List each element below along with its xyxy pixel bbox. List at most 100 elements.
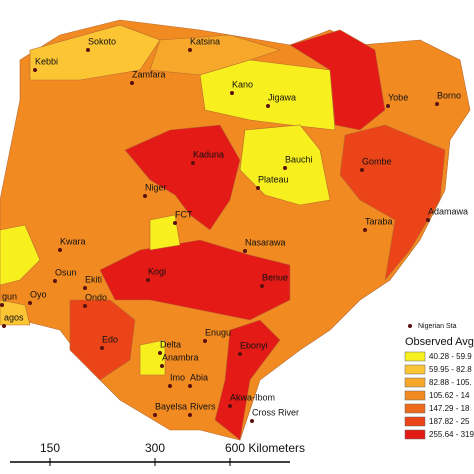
state-label: Gombe	[362, 156, 392, 166]
state-point	[86, 48, 90, 52]
state-point	[160, 364, 164, 368]
state-point	[256, 186, 260, 190]
state-label: Jigawa	[268, 92, 296, 102]
legend-label: 187.82 - 25	[429, 417, 470, 426]
legend-label: 255.64 - 319	[429, 430, 474, 439]
legend-swatch	[404, 377, 426, 388]
state-point	[188, 48, 192, 52]
state-point	[283, 166, 287, 170]
state-point	[363, 228, 367, 232]
state-point	[250, 419, 254, 423]
state-label: Akwa-Ibom	[230, 392, 275, 402]
state-point	[58, 248, 62, 252]
region	[339, 124, 446, 282]
legend-label: 82.88 - 105.	[429, 378, 472, 387]
state-point	[386, 104, 390, 108]
state-point	[0, 303, 4, 307]
state-label: Benue	[262, 272, 288, 282]
state-label: Delta	[160, 339, 181, 349]
state-label: Bauchi	[285, 154, 313, 164]
state-label: Zamfara	[132, 69, 166, 79]
state-label: Oyo	[30, 289, 47, 299]
state-label: Bayelsa	[155, 401, 187, 411]
state-label: Kano	[232, 79, 253, 89]
state-point	[153, 413, 157, 417]
state-point	[243, 249, 247, 253]
state-label: Ekiti	[85, 274, 102, 284]
state-label: Sokoto	[88, 36, 116, 46]
legend-box	[395, 318, 474, 436]
state-label: Ebonyi	[240, 340, 268, 350]
legend: Nigerian Sta Observed Avg_ 40.28 - 59.9 59.…	[404, 323, 474, 440]
state-point	[260, 284, 264, 288]
state-point	[188, 384, 192, 388]
scale-label: 150	[40, 441, 60, 455]
state-point	[426, 218, 430, 222]
legend-label: 40.28 - 59.9	[429, 352, 472, 361]
state-label: Niger	[145, 182, 167, 192]
region	[149, 214, 181, 251]
state-point	[130, 81, 134, 85]
scale-bar: 150 300 600 Kilometers	[10, 441, 305, 466]
state-label: gun	[2, 291, 17, 301]
state-label: Kwara	[60, 236, 86, 246]
legend-label: 59.95 - 82.8	[429, 365, 472, 374]
state-label: agos	[4, 312, 24, 322]
state-label: Abia	[190, 372, 208, 382]
state-label: Cross River	[252, 407, 299, 417]
legend-label: 105.62 - 14	[429, 391, 470, 400]
state-label: Yobe	[388, 92, 408, 102]
region	[289, 29, 386, 131]
region	[239, 124, 331, 206]
state-point	[146, 278, 150, 282]
regions	[0, 19, 471, 441]
state-point	[266, 104, 270, 108]
state-point	[2, 324, 6, 328]
state-label: Borno	[437, 90, 461, 100]
legend-label: 147.29 - 18	[429, 404, 470, 413]
region	[199, 59, 336, 131]
state-point	[168, 384, 172, 388]
state-point	[83, 286, 87, 290]
region	[124, 124, 241, 231]
state-point	[53, 279, 57, 283]
state-label: Ondo	[85, 292, 107, 302]
state-point	[83, 304, 87, 308]
state-point	[191, 161, 195, 165]
state-label: Plateau	[258, 174, 289, 184]
legend-title: Observed Avg_	[405, 336, 474, 348]
region	[0, 299, 31, 326]
legend-swatch	[404, 351, 426, 362]
state-label: Kaduna	[193, 149, 224, 159]
state-point	[143, 194, 147, 198]
region	[139, 339, 166, 376]
state-label: Nasarawa	[245, 237, 286, 247]
region	[214, 319, 281, 441]
state-point	[28, 301, 32, 305]
state-label: Edo	[102, 334, 118, 344]
state-label: Katsina	[190, 36, 220, 46]
state-label: Anambra	[162, 352, 199, 362]
region	[29, 24, 161, 81]
state-label: Imo	[170, 372, 185, 382]
state-point	[230, 91, 234, 95]
legend-point	[408, 324, 412, 328]
state-point	[238, 352, 242, 356]
state-point	[100, 346, 104, 350]
state-point	[33, 68, 37, 72]
scale-label: 300	[145, 441, 165, 455]
legend-swatch	[404, 429, 426, 440]
region	[69, 299, 136, 381]
legend-points-label: Nigerian Sta	[418, 323, 457, 330]
state-point	[203, 339, 207, 343]
state-label: Kebbi	[35, 56, 58, 66]
state-label: Taraba	[365, 216, 393, 226]
state-point	[173, 221, 177, 225]
legend-swatch	[404, 390, 426, 401]
state-label: Kogi	[148, 266, 166, 276]
legend-swatch	[404, 364, 426, 375]
state-label: Rivers	[190, 401, 216, 411]
legend-swatch	[404, 416, 426, 427]
state-labels: Sokoto Katsina Kebbi Zamfara Kano Jigawa Yobe B…	[0, 36, 468, 423]
